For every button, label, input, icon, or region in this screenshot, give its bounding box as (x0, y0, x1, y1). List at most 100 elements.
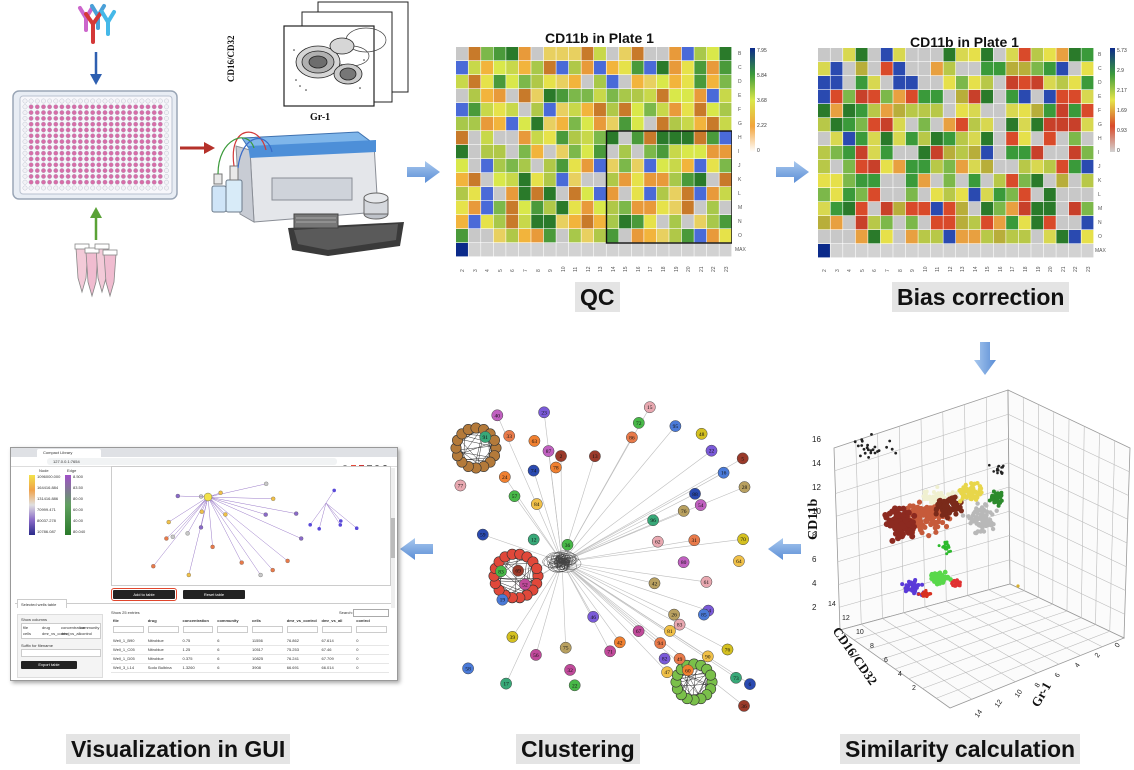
heatmap-cell (855, 216, 868, 230)
column-filter-input[interactable] (252, 626, 283, 633)
heatmap-cell (594, 145, 606, 159)
plate-well (28, 162, 34, 168)
column-chip[interactable]: concentration (61, 625, 86, 630)
column-filter-input[interactable] (286, 626, 318, 633)
heatmap-cell (956, 118, 968, 132)
gui-scrollbar[interactable] (391, 468, 395, 608)
heatmap-cell (543, 229, 556, 243)
scatter-point (1000, 466, 1003, 469)
network-node: 83 (495, 565, 507, 578)
plate-well (145, 110, 151, 115)
suffix-input[interactable] (21, 649, 101, 657)
plate-well (22, 116, 28, 121)
add-to-table-button[interactable]: Add to table (111, 588, 177, 601)
heatmap-cell (543, 117, 556, 131)
browser-tab[interactable]: Compact Library (37, 449, 101, 457)
column-chip[interactable]: community (80, 625, 100, 630)
column-chip[interactable]: dmr_vs_all (61, 631, 81, 636)
heatmap-cell (594, 103, 606, 117)
heatmap-cell (531, 159, 544, 173)
heatmap-cell (706, 173, 719, 187)
table-header[interactable]: file (113, 618, 119, 623)
heatmap-cell (830, 90, 843, 104)
heatmap-cell (905, 48, 918, 62)
heatmap-cell (706, 201, 719, 215)
x-tick-label: 4 (1074, 662, 1082, 669)
heatmap-cell (518, 75, 531, 89)
heatmap-cell (581, 61, 594, 75)
plate-well (59, 179, 65, 185)
heatmap-cell (518, 243, 531, 257)
selected-wells-tab[interactable]: Selected wells table (17, 599, 67, 608)
heatmap-cell (943, 202, 956, 216)
heatmap-cell (1043, 216, 1056, 230)
column-filter-input[interactable] (113, 626, 144, 633)
gui-network-panel[interactable] (111, 466, 391, 586)
address-bar[interactable]: 127.0.0.1:7654 (47, 458, 337, 465)
column-filter-input[interactable] (356, 626, 387, 633)
column-chip[interactable]: dmr_vs_control (42, 631, 70, 636)
heatmap-cell (543, 215, 556, 229)
heatmap-cell (918, 188, 931, 202)
heatmap-cell (1081, 132, 1094, 146)
plate-well (28, 116, 34, 121)
column-chip[interactable]: control (80, 631, 93, 636)
heatmap-cell (681, 61, 694, 75)
table-header[interactable]: dmr_vs_all (321, 618, 343, 623)
column-chip[interactable]: drug (42, 625, 51, 630)
plate-well (41, 98, 46, 104)
plate-well (41, 185, 46, 191)
table-header[interactable]: control (356, 618, 370, 623)
plate-well (65, 145, 71, 150)
search-input[interactable] (353, 609, 389, 617)
heatmap-cell (956, 230, 968, 244)
table-header[interactable]: community (217, 618, 239, 623)
column-filter-input[interactable] (182, 626, 214, 633)
table-header[interactable]: cells (252, 618, 261, 623)
column-chip[interactable]: cells (23, 631, 32, 636)
heatmap-cell (893, 76, 906, 90)
plate-well (90, 139, 96, 144)
heatmap-cell (943, 160, 956, 174)
colorbar-tick: 2.22 (757, 123, 767, 129)
column-chips[interactable]: file drug concentration community cells dmr_v… (21, 623, 101, 639)
heatmap-cell (719, 187, 732, 201)
plate-well (65, 98, 71, 104)
heatmap-cell (1043, 48, 1056, 62)
heatmap-cell (594, 89, 606, 103)
scatter-point (998, 499, 1002, 504)
reset-table-button[interactable]: Reset table (183, 590, 245, 599)
heatmap-cell (694, 75, 707, 89)
table-header[interactable]: dmr_vs_control (286, 618, 317, 623)
heatmap-cell (968, 230, 981, 244)
column-chip[interactable]: file (23, 625, 29, 630)
plate-well (59, 98, 65, 104)
plate-well (77, 174, 83, 179)
z-tick-label: 4 (812, 579, 817, 588)
column-filter-input[interactable] (321, 626, 353, 633)
table-header[interactable]: concentration (182, 618, 209, 623)
heatmap-cell (968, 188, 981, 202)
column-filter-input[interactable] (217, 626, 248, 633)
plate-well (102, 168, 108, 173)
plate-well (157, 127, 163, 133)
plate-well (145, 174, 151, 179)
plate-well (96, 121, 102, 127)
plate-well (164, 168, 169, 173)
heatmap-cell (543, 243, 556, 257)
show-entries[interactable]: Show 25 entries (111, 610, 140, 615)
export-table-button[interactable]: Export table (21, 661, 77, 669)
plate-well (65, 104, 71, 110)
plate-well (47, 145, 52, 150)
scatter-point (859, 454, 862, 458)
plate-well (28, 150, 34, 156)
scatter-point (933, 507, 939, 513)
table-header[interactable]: drug (147, 618, 157, 623)
table-cell: 75.253 (286, 647, 299, 652)
heatmap-cell (719, 75, 732, 89)
table-cell: 10517 (252, 647, 264, 652)
column-filter-input[interactable] (147, 626, 179, 633)
heatmap-cell (631, 89, 644, 103)
heatmap-cell (706, 243, 719, 257)
plate-well (145, 185, 151, 191)
